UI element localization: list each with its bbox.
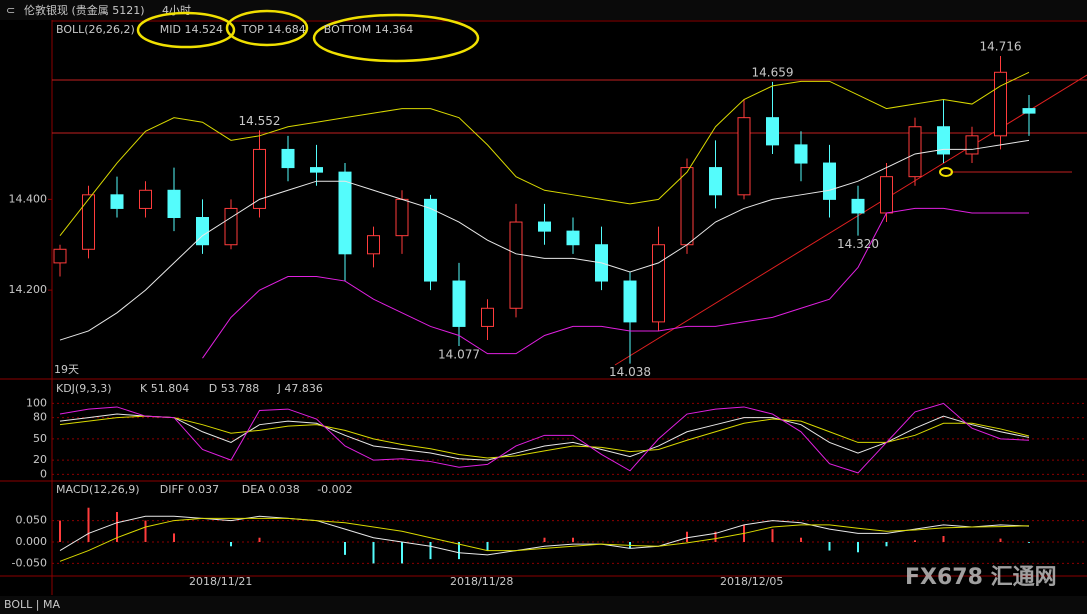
y-tick-label: 0.050 [16, 514, 48, 527]
back-icon[interactable]: ⊂ [6, 4, 15, 17]
candle-body [481, 307, 494, 327]
legend-entry: BOTTOM 14.364 [324, 23, 413, 36]
indicator-line [59, 517, 1030, 562]
price-annotation: 14.552 [239, 114, 281, 128]
highlight [312, 13, 480, 63]
y-tick-label: 0 [40, 467, 47, 480]
indicator-title: BOLL(26,26,2) [56, 23, 135, 36]
candle-body [367, 235, 380, 255]
candle-body [424, 198, 437, 282]
y-tick-label: 80 [33, 411, 47, 424]
price-annotation: 14.077 [438, 347, 480, 361]
indicator-title: KDJ(9,3,3) [56, 382, 112, 395]
candle-body [566, 230, 580, 246]
title-bar [0, 0, 1087, 20]
candle-body [1022, 108, 1036, 114]
legend-entry: TOP 14.684 [241, 23, 306, 36]
candle-body [766, 117, 779, 146]
candle-body [937, 126, 950, 155]
candle-body [794, 144, 808, 164]
y-tick-label: 20 [33, 453, 47, 466]
y-tick-label: 14.400 [9, 192, 48, 205]
indicator-tabs[interactable]: BOLL | MA [4, 598, 60, 611]
candle-body [965, 135, 979, 155]
highlight [225, 9, 309, 47]
indicator-line [202, 207, 1029, 359]
price-annotation: 14.716 [980, 39, 1022, 53]
candle-body [224, 207, 238, 246]
candle-body [139, 189, 152, 209]
candle-body [851, 198, 865, 214]
legend-entry: D 53.788 [209, 382, 259, 395]
candle-body [538, 221, 551, 232]
candle-body [509, 221, 523, 309]
indicator-line [59, 515, 1030, 556]
legend-entry: J 47.836 [277, 382, 323, 395]
candle-body [281, 148, 295, 169]
candle-body [452, 280, 466, 327]
x-tick-label: 2018/12/05 [720, 575, 783, 588]
y-tick-label: 100 [26, 396, 47, 409]
x-tick-label: 2018/11/28 [450, 575, 513, 588]
candle-body [167, 189, 181, 219]
range-note: 19天 [54, 363, 79, 376]
legend-entry: K 51.804 [140, 382, 189, 395]
legend-entry: DIFF 0.037 [160, 483, 219, 496]
y-tick-label: 50 [33, 432, 47, 445]
trend-line [614, 74, 1087, 366]
highlight [939, 167, 953, 177]
candle-body [623, 280, 637, 323]
price-annotation: 14.320 [837, 237, 879, 251]
candle-body [196, 217, 209, 246]
candle-body [680, 167, 694, 246]
legend-entry: -0.002 [317, 483, 352, 496]
symbol-title: 伦敦银现 (贵金属 5121) [24, 3, 145, 17]
watermark: FX678 汇通网 [905, 565, 1057, 590]
indicator-line [59, 413, 1030, 461]
indicator-line [59, 415, 1030, 459]
legend-entry: DEA 0.038 [242, 483, 300, 496]
candle-body [82, 194, 95, 250]
candle-body [53, 248, 67, 264]
y-tick-label: 14.200 [9, 283, 48, 296]
price-annotation: 14.038 [609, 365, 651, 379]
highlight [136, 11, 236, 49]
price-annotation: 14.659 [752, 65, 794, 79]
y-tick-label: 0.000 [16, 535, 48, 548]
candle-body [110, 194, 124, 209]
candle-body [823, 162, 836, 200]
candle-body [908, 126, 922, 178]
candle-body [652, 244, 665, 323]
candle-body [338, 171, 352, 255]
candle-body [253, 148, 266, 209]
legend-entry: MID 14.524 [160, 23, 223, 36]
indicator-line [59, 139, 1030, 341]
indicator-line [59, 402, 1030, 474]
x-tick-label: 2018/11/21 [189, 575, 252, 588]
footer-bar [0, 596, 1087, 614]
indicator-line [59, 71, 1030, 236]
candle-body [737, 117, 751, 196]
candle-body [395, 198, 409, 237]
y-tick-label: -0.050 [12, 556, 47, 569]
candle-body [310, 167, 323, 173]
candle-body [994, 71, 1007, 137]
candle-body [709, 167, 722, 196]
candle-body [880, 176, 893, 214]
indicator-title: MACD(12,26,9) [56, 483, 140, 496]
